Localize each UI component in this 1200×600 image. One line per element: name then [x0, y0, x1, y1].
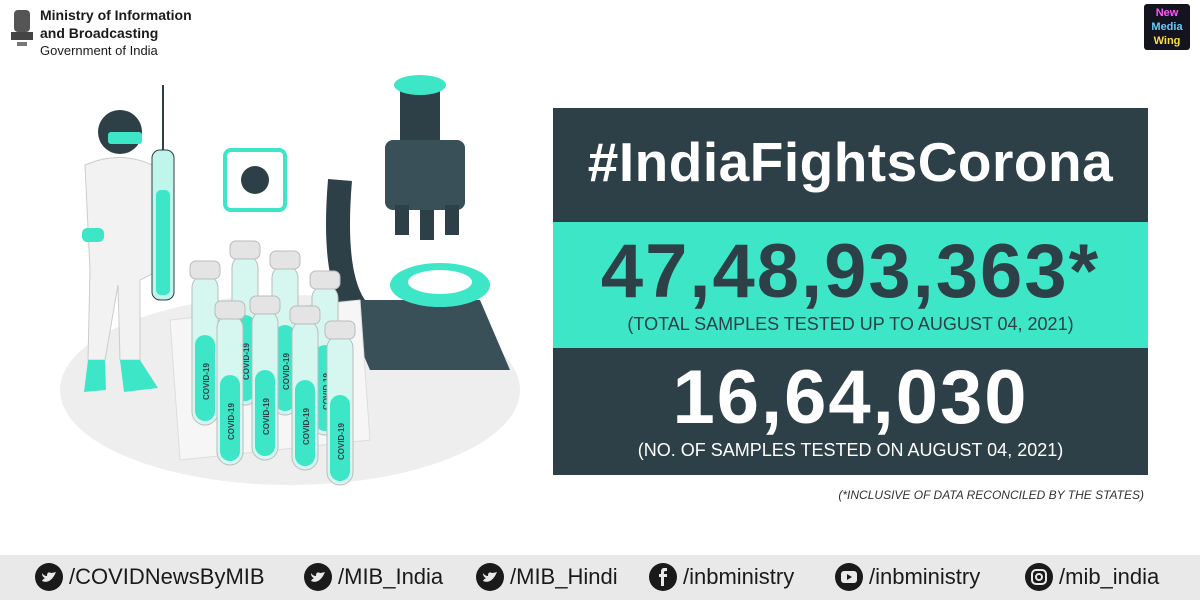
social-icon — [835, 563, 863, 591]
daily-caption: (NO. OF SAMPLES TESTED ON AUGUST 04, 202… — [637, 440, 1064, 460]
tube-label: COVID-19 — [262, 398, 271, 435]
test-tubes: COVID-19 COVID-19 COVID-19 COVID-19 COVI… — [169, 240, 371, 486]
tube: COVID-19 — [249, 295, 281, 461]
social-handle: /COVIDNewsByMIB — [69, 564, 265, 589]
social-handle: /inbministry — [683, 564, 795, 589]
logo: New Media Wing — [1144, 4, 1190, 50]
footnote: (*INCLUSIVE OF DATA RECONCILED BY THE ST… — [838, 488, 1144, 502]
tube-label: COVID-19 — [227, 403, 236, 440]
total-band — [553, 222, 1148, 348]
logo-text: New — [1155, 7, 1179, 19]
header-title: Ministry of Information — [40, 7, 192, 23]
logo-text: Wing — [1153, 35, 1181, 47]
microscope — [326, 75, 510, 370]
daily-tests: 16,64,030 — [672, 355, 1029, 440]
virus-sign — [223, 148, 287, 212]
social-icon — [304, 563, 332, 591]
social-handle: /inbministry — [869, 564, 981, 589]
tube: COVID-19 — [289, 305, 321, 471]
tube-label: COVID-19 — [202, 363, 211, 400]
social-icon — [35, 563, 63, 591]
hashtag: #IndiaFightsCorona — [587, 131, 1114, 193]
logo-text: Media — [1151, 21, 1183, 33]
tube-label: COVID-19 — [282, 353, 291, 390]
tube: COVID-19 — [214, 300, 246, 466]
scientist — [82, 85, 175, 392]
social-bar — [0, 555, 1200, 600]
social-icon — [649, 563, 677, 591]
emblem — [11, 10, 33, 46]
social-link: /MIB_Hindi — [475, 562, 618, 592]
total-tests: 47,48,93,363* — [600, 229, 1101, 314]
total-caption: (TOTAL SAMPLES TESTED UP TO AUGUST 04, 2… — [627, 314, 1074, 334]
illustration: COVID-19 COVID-19 COVID-19 COVID-19 COVI… — [60, 75, 520, 486]
social-handle: /MIB_Hindi — [510, 564, 618, 589]
social-link: /COVIDNewsByMIB — [34, 562, 265, 592]
social-link: /inbministry — [648, 562, 794, 592]
header-title: and Broadcasting — [40, 25, 159, 41]
tube: COVID-19 — [324, 320, 356, 486]
social-link: /mib_india — [1024, 562, 1159, 592]
social-handle: /MIB_India — [338, 564, 444, 589]
tube-label: COVID-19 — [337, 423, 346, 460]
tube: COVID-19 — [189, 260, 221, 426]
social-icon — [1025, 563, 1053, 591]
header: Ministry of Information and Broadcasting… — [40, 6, 192, 60]
tube-label: COVID-19 — [242, 343, 251, 380]
header-subtitle: Government of India — [40, 43, 158, 58]
social-link: /MIB_India — [303, 562, 443, 592]
tube-label: COVID-19 — [302, 408, 311, 445]
social-icon — [476, 563, 504, 591]
social-link: /inbministry — [834, 562, 980, 592]
social-handle: /mib_india — [1059, 564, 1160, 589]
